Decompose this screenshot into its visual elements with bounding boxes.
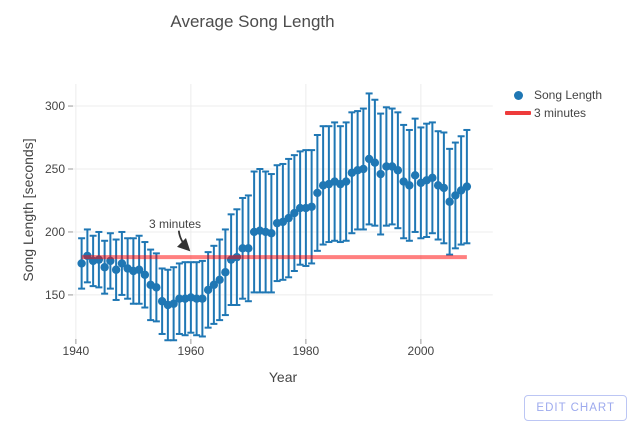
data-point[interactable] — [313, 188, 322, 198]
chart-title: Average Song Length — [170, 12, 335, 31]
x-tick-label: 2000 — [408, 344, 435, 358]
data-point[interactable] — [111, 265, 121, 274]
data-point[interactable] — [307, 202, 316, 211]
annotation-3-minutes: 3 minutes — [148, 217, 202, 231]
data-point[interactable] — [175, 294, 184, 303]
data-point[interactable] — [284, 213, 293, 223]
legend-item-label: Song Length — [534, 88, 603, 102]
y-tick-label: 150 — [45, 288, 65, 302]
y-tick-label: 300 — [45, 99, 65, 113]
data-point[interactable] — [451, 191, 460, 200]
data-point[interactable] — [439, 183, 449, 193]
data-point[interactable] — [295, 203, 305, 213]
data-point[interactable] — [100, 263, 109, 272]
x-axis-title: Year — [268, 369, 298, 385]
data-point[interactable] — [215, 275, 224, 285]
y-axis-title: Song Length [seconds] — [20, 138, 36, 282]
data-point[interactable] — [244, 244, 253, 253]
data-point[interactable] — [267, 229, 276, 238]
legend-line-icon — [504, 111, 532, 115]
x-tick-label: 1940 — [63, 344, 90, 358]
data-point[interactable] — [428, 173, 437, 183]
data-point[interactable] — [169, 299, 178, 308]
legend-item-3-minutes[interactable]: 3 minutes — [504, 104, 602, 122]
legend-item-label: 3 minutes — [534, 106, 587, 120]
data-point[interactable] — [238, 244, 247, 253]
data-point[interactable] — [134, 265, 144, 274]
legend-item-song-length[interactable]: Song Length — [504, 86, 602, 104]
data-point[interactable] — [382, 162, 391, 171]
data-point[interactable] — [405, 181, 414, 190]
data-point[interactable] — [192, 294, 201, 303]
data-point[interactable] — [290, 208, 299, 218]
data-point[interactable] — [140, 270, 150, 279]
data-point[interactable] — [462, 182, 472, 191]
annotation-arrow — [177, 230, 191, 252]
data-point[interactable] — [445, 197, 454, 206]
data-point[interactable] — [410, 171, 420, 180]
y-tick-label: 200 — [45, 225, 65, 239]
x-tick-label: 1960 — [178, 344, 205, 358]
data-point[interactable] — [209, 280, 219, 290]
data-point[interactable] — [341, 177, 351, 186]
data-point[interactable] — [152, 283, 161, 292]
data-point[interactable] — [77, 259, 86, 268]
y-tick-label: 250 — [45, 162, 65, 176]
data-point[interactable] — [203, 285, 213, 295]
data-point[interactable] — [393, 166, 403, 175]
data-point[interactable] — [221, 268, 230, 277]
legend-dot-icon — [504, 90, 532, 100]
data-point[interactable] — [370, 158, 380, 167]
edit-chart-button[interactable]: EDIT CHART — [524, 395, 627, 421]
legend: Song Length 3 minutes — [504, 86, 602, 122]
data-point[interactable] — [198, 294, 207, 303]
data-point[interactable] — [359, 164, 368, 174]
x-tick-label: 1980 — [293, 344, 320, 358]
data-point[interactable] — [117, 259, 127, 268]
data-point[interactable] — [376, 169, 385, 179]
